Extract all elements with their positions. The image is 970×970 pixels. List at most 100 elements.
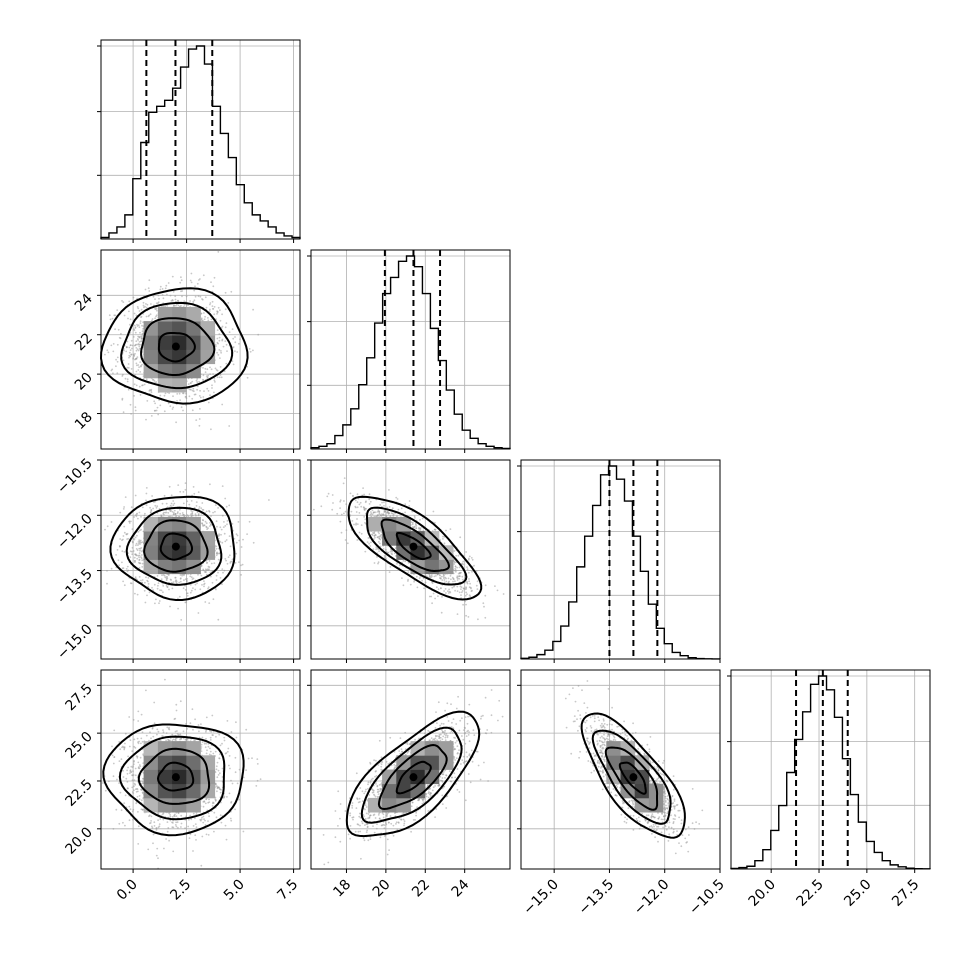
sample-point [454,580,456,583]
sample-point [203,312,205,314]
sample-point [358,512,361,514]
sample-point [224,308,227,311]
sample-point [218,349,221,351]
sample-point [407,571,410,573]
sample-point [217,558,220,561]
sample-point [140,340,142,343]
sample-point [216,310,219,313]
sample-point [112,350,115,353]
sample-point [136,323,138,326]
sample-point [421,517,424,520]
sample-point [106,582,108,585]
sample-point [475,584,478,587]
sample-point [340,513,343,516]
sample-point [134,409,137,412]
sample-point [371,509,374,512]
sample-point [413,580,415,583]
sample-point [218,336,221,339]
sample-point [145,487,148,489]
sample-point [351,520,354,522]
sample-point [452,580,454,583]
sample-point [177,304,180,307]
sample-point [197,491,200,493]
sample-point [224,340,227,343]
sample-point [122,567,125,569]
sample-point [345,503,348,505]
sample-point [413,525,416,528]
sample-point [139,322,142,324]
sample-point [453,563,456,565]
sample-point [331,494,334,496]
sample-point [433,575,436,578]
sample-point [221,541,224,544]
sample-point [218,333,221,335]
y-tick-label: 18 [72,409,96,433]
sample-point [162,591,164,594]
density-cell [186,545,201,560]
sample-point [205,510,208,513]
sample-point [124,496,127,498]
sample-point [207,401,210,404]
sample-point [219,319,222,322]
sample-point [199,295,202,298]
sample-point [182,587,185,590]
sample-point [383,510,386,512]
sample-point [186,500,189,503]
sample-point [222,345,225,348]
sample-point [221,325,224,328]
sample-point [210,281,212,284]
sample-point [468,557,470,560]
sample-point [171,275,174,278]
sample-point [419,519,421,521]
sample-point [402,559,405,562]
sample-point [176,512,179,515]
sample-point [130,506,133,509]
sample-point [170,579,173,581]
sample-point [442,535,444,538]
sample-point [141,562,144,565]
sample-point [211,300,214,303]
sample-point [190,500,193,502]
sample-point [133,516,136,518]
sample-point [158,602,160,605]
sample-point [371,534,374,536]
sample-point [414,517,416,519]
sample-point [229,562,232,564]
sample-point [217,342,220,345]
sample-point [200,319,203,321]
sample-point [437,588,440,591]
sample-point [181,295,183,298]
sample-point [134,331,137,334]
density-peak [171,342,180,351]
sample-point [386,506,389,509]
sample-point [460,591,463,594]
sample-point [165,577,168,580]
sample-point [187,304,189,306]
sample-point [209,366,211,369]
sample-point [144,512,146,515]
density-cell [172,516,187,532]
sample-point [339,507,341,509]
sample-point [238,561,240,563]
sample-point [138,567,141,569]
sample-point [195,514,197,517]
sample-point [216,376,219,379]
sample-point [211,305,214,307]
sample-point [228,504,231,507]
sample-point [379,542,381,545]
sample-point [196,381,199,384]
sample-point [360,532,363,535]
sample-point [138,336,140,338]
sample-point [377,561,380,564]
sample-point [476,580,479,583]
sample-point [466,566,468,568]
sample-point [430,574,433,577]
sample-point [152,507,155,510]
sample-point [150,509,153,512]
sample-point [135,384,138,387]
sample-point [186,514,189,517]
sample-point [374,511,377,514]
sample-point [165,511,168,514]
sample-point [145,378,148,381]
sample-point [174,580,177,583]
